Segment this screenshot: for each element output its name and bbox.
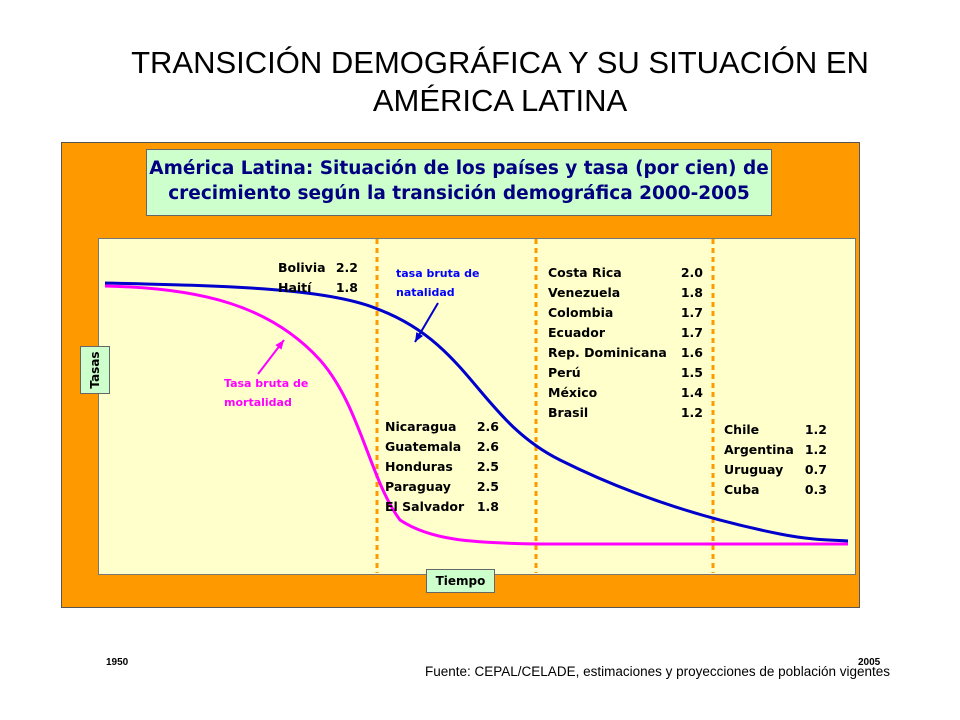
growth-rate: 1.2 [804,442,827,457]
country-row: El Salvador 1.8 [385,497,499,517]
x-axis-label: Tiempo [426,569,495,593]
country-name: Argentina [724,442,794,457]
growth-rate: 0.3 [804,482,827,497]
growth-rate: 1.7 [680,325,703,340]
growth-rate: 1.5 [680,365,703,380]
country-name: Cuba [724,482,760,497]
country-row: Ecuador 1.7 [548,323,703,343]
country-row: Chile 1.2 [724,420,827,440]
arrow-mortalidad [257,339,285,375]
country-name: Costa Rica [548,265,622,280]
growth-rate: 2.6 [476,419,499,434]
country-name: Paraguay [385,479,451,494]
country-row: Honduras 2.5 [385,457,499,477]
growth-rate: 2.6 [476,439,499,454]
stage-4-country-list: Chile 1.2 Argentina 1.2 Uruguay 0.7 Cuba 0.3 [724,420,827,500]
country-name: México [548,385,598,400]
country-name: Venezuela [548,285,621,300]
stage-3-country-list: Costa Rica 2.0 Venezuela 1.8 Colombia 1.7 Ecua… [548,263,703,423]
country-name: Guatemala [385,439,462,454]
country-name: Perú [548,365,581,380]
country-row: Bolivia 2.2 [278,258,358,278]
growth-rate: 1.7 [680,305,703,320]
growth-rate: 1.4 [680,385,703,400]
stage-2-country-list: Nicaragua 2.6 Guatemala 2.6 Honduras 2.5 Parag… [385,417,499,517]
source-note: Fuente: CEPAL/CELADE, estimaciones y pro… [425,664,890,679]
country-row: Uruguay 0.7 [724,460,827,480]
country-name: Rep. Dominicana [548,345,667,360]
country-name: Bolivia [278,260,326,275]
series-label-mortalidad: Tasa bruta de mortalidad [224,377,309,409]
slide-title: TRANSICIÓN DEMOGRÁFICA Y SU SITUACIÓN EN… [131,45,869,118]
arrow-natalidad [414,302,439,343]
country-row: México 1.4 [548,383,703,403]
chart-title: América Latina: Situación de los países … [146,149,772,216]
country-name: Honduras [385,459,453,474]
y-axis-label: Tasas [88,351,102,389]
growth-rate: 0.7 [804,462,827,477]
country-name: Brasil [548,405,589,420]
country-row: Venezuela 1.8 [548,283,703,303]
series-label-natalidad: tasa bruta de natalidad [396,267,480,299]
growth-rate: 1.2 [680,405,703,420]
growth-rate: 2.0 [680,265,703,280]
series-line-natalidad [104,281,849,543]
growth-rate: 2.2 [335,260,358,275]
growth-rate: 1.8 [335,280,358,295]
y-axis-label-box: Tasas [80,346,110,394]
country-row: Costa Rica 2.0 [548,263,703,283]
country-name: Chile [724,422,760,437]
country-name: Haití [278,280,312,295]
growth-rate: 2.5 [476,479,499,494]
country-row: Colombia 1.7 [548,303,703,323]
growth-rate: 1.6 [680,345,703,360]
growth-rate: 1.2 [804,422,827,437]
country-row: Guatemala 2.6 [385,437,499,457]
country-row: Brasil 1.2 [548,403,703,423]
growth-rate: 2.5 [476,459,499,474]
country-row: Paraguay 2.5 [385,477,499,497]
x-end-label: 2005 [858,657,881,668]
series-line-mortalidad [104,284,848,546]
growth-rate: 1.8 [476,499,499,514]
country-row: Nicaragua 2.6 [385,417,499,437]
country-name: Colombia [548,305,614,320]
country-row: Cuba 0.3 [724,480,827,500]
country-row: Argentina 1.2 [724,440,827,460]
country-name: Uruguay [724,462,784,477]
stage-1-country-list: Bolivia 2.2 Haití 1.8 [278,258,358,298]
country-name: Ecuador [548,325,605,340]
x-start-label: 1950 [106,657,129,668]
country-row: Rep. Dominicana 1.6 [548,343,703,363]
country-name: El Salvador [385,499,465,514]
country-row: Haití 1.8 [278,278,358,298]
country-row: Perú 1.5 [548,363,703,383]
growth-rate: 1.8 [680,285,703,300]
country-name: Nicaragua [385,419,457,434]
